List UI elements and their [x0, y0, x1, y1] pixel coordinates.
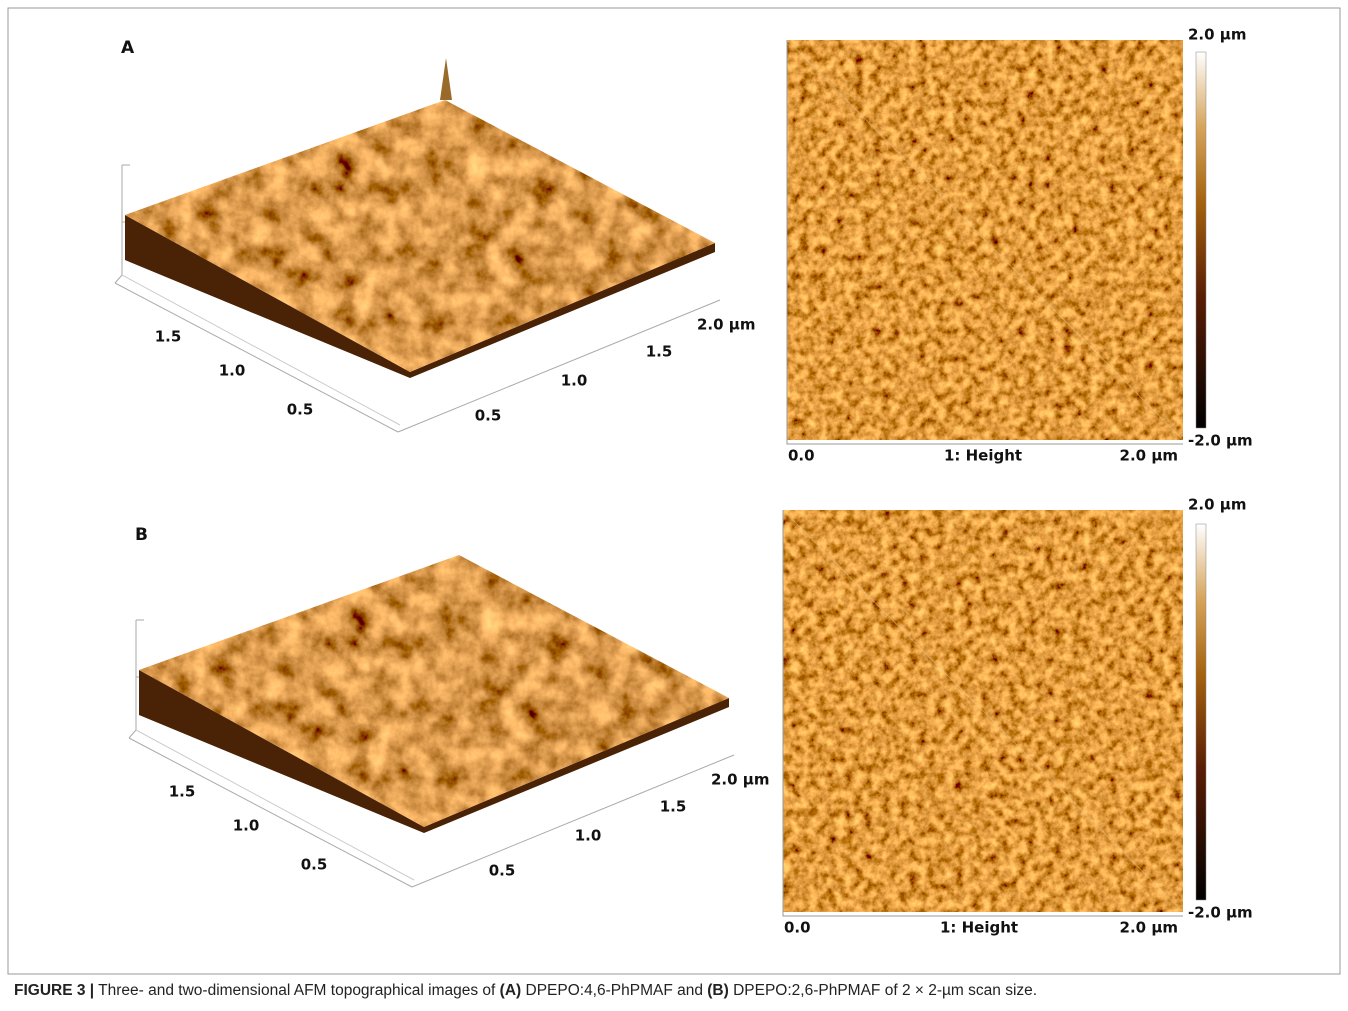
surface-side	[139, 670, 729, 833]
axis-line	[397, 299, 721, 433]
map-axis-start: 0.0	[784, 919, 811, 937]
caption-part: (A)	[500, 982, 522, 999]
surface-spike	[440, 58, 452, 100]
map-axis-title: 1: Height	[944, 447, 1022, 465]
colorbar-max: 2.0 µm	[1188, 496, 1246, 514]
axis-tick-label: 0.5	[475, 407, 502, 425]
caption: FIGURE 3 | Three- and two-dimensional AF…	[14, 982, 1037, 999]
caption-part: DPEPO:2,6-PhPMAF of 2 × 2-µm scan size.	[729, 982, 1037, 999]
axis-line	[114, 165, 123, 284]
axis-tick-label: 1.5	[155, 328, 182, 346]
axis-tick-label: 0.5	[489, 862, 516, 880]
panel-label: A	[121, 38, 135, 58]
surface-3d: 1.5 1.0 0.5 0.5 1.0 1.5 2.0 µm	[128, 555, 769, 888]
axis-tick-label: 1.0	[219, 362, 246, 380]
axis-line	[128, 737, 413, 888]
surface-top	[139, 555, 729, 827]
map-axis-start: 0.0	[788, 447, 815, 465]
axis-tick-label: 1.5	[660, 798, 687, 816]
map-axis-end: 2.0 µm	[1120, 919, 1178, 937]
colorbar-min: -2.0 µm	[1188, 904, 1253, 922]
map-frame	[786, 40, 1183, 445]
scan-line	[786, 39, 1184, 441]
axis-tick-label: 2.0 µm	[711, 771, 769, 789]
surface-top	[125, 100, 715, 372]
axis-tick-label: 1.5	[169, 783, 196, 801]
colorbar-max: 2.0 µm	[1188, 26, 1246, 44]
axis-tick-label: 0.5	[301, 856, 328, 874]
colorbar-min: -2.0 µm	[1188, 432, 1253, 450]
axis-tick-label: 1.0	[561, 372, 588, 390]
axis-line	[135, 729, 415, 881]
axis-tick-label: 0.5	[287, 401, 314, 419]
map-frame	[782, 510, 1183, 917]
map-axis-end: 2.0 µm	[1120, 447, 1178, 465]
colorbar	[1195, 523, 1207, 901]
axis-line	[121, 274, 401, 426]
caption-label: FIGURE 3 |	[14, 982, 94, 999]
axis-line	[411, 754, 735, 888]
panel-label: B	[135, 525, 148, 545]
surface-side	[125, 215, 715, 378]
caption-part: (B)	[707, 982, 729, 999]
map-axis-title: 1: Height	[940, 919, 1018, 937]
axis-tick-label: 1.5	[646, 343, 673, 361]
figure-frame	[7, 7, 1341, 975]
scan-line	[782, 509, 1184, 913]
caption-part: DPEPO:4,6-PhPMAF and	[521, 982, 707, 999]
axis-line	[128, 620, 137, 739]
axis-tick-label: 2.0 µm	[697, 316, 755, 334]
axis-line	[114, 282, 399, 433]
axis-tick-label: 1.0	[233, 817, 260, 835]
axis-tick-label: 1.0	[575, 827, 602, 845]
colorbar	[1195, 51, 1207, 429]
surface-3d: 1.5 1.0 0.5 0.5 1.0 1.5 2.0 µm	[114, 58, 755, 433]
caption-part: Three- and two-dimensional AFM topograph…	[94, 982, 500, 999]
